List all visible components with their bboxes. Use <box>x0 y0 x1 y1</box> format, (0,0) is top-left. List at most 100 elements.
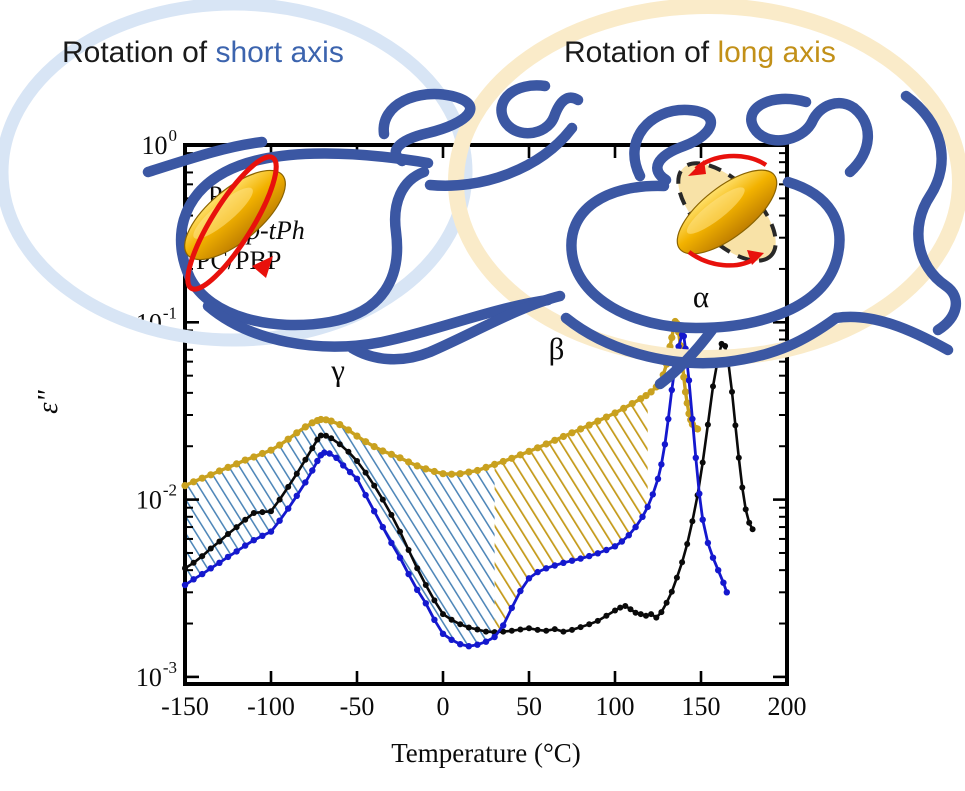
marker-PC <box>216 538 223 545</box>
marker-PC <box>474 626 481 633</box>
marker-PC/PBP <box>680 373 688 381</box>
marker-p-tPh <box>181 581 189 589</box>
marker-p-tPh <box>190 576 197 583</box>
marker-PC <box>627 606 634 613</box>
marker-PC <box>483 628 489 635</box>
marker-p-tPh <box>699 516 706 523</box>
polymer-chain-right <box>560 90 962 390</box>
marker-PC <box>594 617 601 624</box>
marker-p-tPh <box>720 579 727 586</box>
marker-PC <box>577 624 584 631</box>
marker-p-tPh <box>199 570 206 578</box>
marker-p-tPh <box>340 462 347 469</box>
marker-PC <box>354 458 360 464</box>
marker-PC <box>397 528 403 535</box>
marker-PC/PBP <box>611 409 619 417</box>
title-long-axis-prefix: Rotation of <box>564 36 718 69</box>
marker-PC/PBP <box>637 395 645 403</box>
marker-p-tPh <box>603 546 610 554</box>
marker-PC/PBP <box>430 467 438 476</box>
marker-PC <box>632 609 639 616</box>
marker-PC <box>517 626 524 633</box>
marker-PC <box>190 559 197 566</box>
marker-PC <box>182 565 188 572</box>
marker-PC/PBP <box>258 449 266 458</box>
marker-p-tPh <box>396 554 404 561</box>
chart-layer: -150 -100 -50 0 50 100 150 20010010-110-210-3γβ… <box>32 126 807 768</box>
curve-p-tPh <box>181 331 730 650</box>
marker-PC/PBP <box>473 466 481 475</box>
x-tick-label: 50 <box>516 692 542 721</box>
marker-p-tPh <box>276 517 283 524</box>
marker-p-tPh <box>465 643 472 650</box>
marker-PC <box>732 422 739 429</box>
marker-PC <box>302 456 309 463</box>
y-axis-label: ε" <box>32 389 64 413</box>
marker-PC/PBP <box>336 421 344 429</box>
marker-p-tPh <box>649 491 656 498</box>
marker-p-tPh <box>675 343 682 350</box>
marker-PC <box>440 611 446 618</box>
marker-p-tPh <box>224 553 232 561</box>
marker-PC/PBP <box>642 392 650 400</box>
marker-PC/PBP <box>379 447 387 455</box>
annotation-γ: γ <box>330 352 345 387</box>
marker-p-tPh <box>658 461 665 468</box>
marker-p-tPh <box>534 568 541 576</box>
marker-p-tPh <box>689 415 696 423</box>
marker-PC <box>285 483 292 490</box>
marker-PC/PBP <box>224 463 232 471</box>
marker-PC <box>317 432 324 439</box>
marker-PC/PBP <box>405 458 413 466</box>
marker-p-tPh <box>508 604 515 612</box>
marker-p-tPh <box>577 555 584 562</box>
marker-p-tPh <box>661 441 669 448</box>
marker-PC/PBP <box>284 435 292 443</box>
marker-PC/PBP <box>293 429 301 437</box>
marker-PC <box>643 612 649 619</box>
marker-PC <box>648 611 655 618</box>
y-tick-label: 10-3 <box>136 658 177 692</box>
marker-p-tPh <box>321 449 328 456</box>
marker-p-tPh <box>326 450 333 457</box>
marker-PC/PBP <box>491 460 499 468</box>
marker-p-tPh <box>302 479 309 486</box>
marker-p-tPh <box>685 377 693 384</box>
marker-p-tPh <box>696 490 703 497</box>
marker-p-tPh <box>543 565 550 572</box>
marker-p-tPh <box>611 543 619 550</box>
marker-PC <box>314 436 321 443</box>
title-short-axis-prefix: Rotation of <box>62 36 216 69</box>
marker-p-tPh <box>333 454 340 461</box>
marker-PC/PBP <box>568 429 576 437</box>
marker-PC <box>729 388 735 395</box>
x-tick-label: 150 <box>682 692 721 721</box>
marker-p-tPh <box>586 552 593 560</box>
arrowhead-icon <box>252 256 273 278</box>
marker-PC <box>637 611 644 618</box>
annotation-α: α <box>693 279 709 314</box>
marker-PC/PBP <box>647 388 655 396</box>
marker-PC/PBP <box>694 425 702 433</box>
marker-PC/PBP <box>525 447 533 455</box>
marker-p-tPh <box>457 641 464 648</box>
marker-PC <box>388 511 395 518</box>
marker-PC/PBP <box>362 438 370 446</box>
marker-PC <box>742 506 749 513</box>
marker-p-tPh <box>551 562 558 569</box>
marker-PC <box>242 516 249 523</box>
marker-PC/PBP <box>508 454 516 462</box>
marker-p-tPh <box>715 567 722 574</box>
marker-p-tPh <box>723 589 730 596</box>
marker-PC <box>465 624 472 631</box>
marker-PC/PBP <box>542 440 550 448</box>
marker-PC <box>663 599 670 606</box>
marker-PC/PBP <box>620 404 628 412</box>
marker-PC <box>603 612 610 619</box>
marker-p-tPh <box>668 386 675 394</box>
marker-p-tPh <box>216 559 223 566</box>
marker-PC/PBP <box>683 399 691 407</box>
marker-p-tPh <box>517 587 524 595</box>
marker-p-tPh <box>353 475 361 482</box>
